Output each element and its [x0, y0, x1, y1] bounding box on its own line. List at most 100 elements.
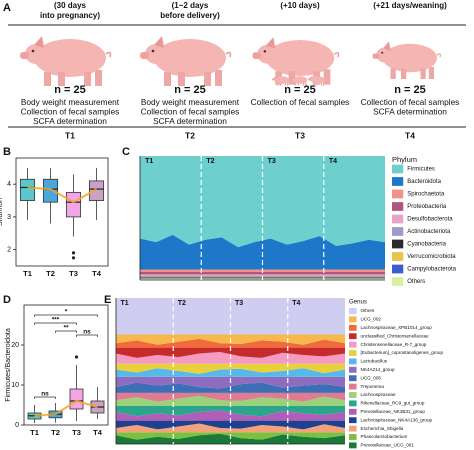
activity: SCFA determination: [153, 116, 227, 126]
y-axis-label: Shannon: [0, 198, 4, 226]
legend-swatch: [349, 366, 357, 373]
activity: Body weight measurement: [141, 97, 240, 107]
legend-swatch: [349, 400, 357, 407]
legend-label: Others: [407, 279, 425, 285]
legend-label: Phascolarctobacterium: [361, 434, 408, 439]
legend-label: Verrucomicrobiota: [407, 254, 456, 260]
legend-label: [Eubacterium]_coprostanoligenes_group: [361, 350, 444, 355]
legend-label: Treponema: [361, 384, 385, 389]
legend-swatch: [349, 417, 357, 424]
activity: SCFA determination: [373, 107, 447, 117]
x-tick-label: T4: [92, 269, 102, 278]
legend-label: NK4A214_group: [361, 367, 395, 372]
group-label: T3: [268, 158, 276, 165]
activity: Collection of fecal samples: [141, 107, 240, 117]
timepoint-label: T1: [65, 130, 75, 140]
legend-label: Escherichia_Shigella: [361, 426, 404, 431]
legend-swatch: [349, 375, 357, 382]
legend-label: Proteobacteria: [407, 204, 447, 210]
box: [88, 180, 105, 201]
bracket: [76, 334, 98, 337]
plot-frame: [23, 304, 109, 426]
bracket: [55, 330, 77, 333]
outlier: [74, 355, 79, 359]
legend-swatch: [392, 227, 404, 236]
x-tick-label: T3: [69, 269, 78, 278]
legend-label: unclassified_Christensenellaceae: [361, 333, 430, 338]
outlier: [71, 251, 76, 255]
legend-swatch: [392, 189, 404, 199]
legend-label: Campylobacterota: [407, 267, 456, 273]
timepoint-label: T4: [405, 130, 415, 140]
activity: Collection of fecal samples: [361, 97, 460, 107]
legend-swatch: [349, 392, 357, 398]
box: [42, 178, 59, 203]
time-label: before delivery): [160, 11, 220, 20]
panel-label: B: [3, 146, 11, 158]
group-label: T4: [292, 300, 300, 307]
panel-label: C: [122, 146, 130, 158]
sample-size: n = 25: [394, 84, 426, 96]
group-label: T3: [235, 300, 243, 307]
legend-swatch: [349, 333, 357, 340]
time-label: (30 days: [54, 1, 87, 10]
group-label: T2: [178, 300, 186, 307]
y-tick-label: 0: [15, 422, 19, 429]
x-tick-label: T3: [72, 428, 81, 437]
legend-swatch: [392, 252, 404, 261]
legend-label: Prevotellaceae_NK3B31_group: [361, 409, 426, 414]
significance: ***: [52, 317, 60, 324]
group-label: T2: [206, 158, 214, 165]
box: [19, 178, 36, 201]
legend-swatch: [392, 239, 404, 249]
legend-swatch: [349, 316, 357, 323]
x-tick-label: T2: [51, 428, 60, 437]
time-label: (+21 days/weaning): [373, 1, 447, 10]
legend-swatch: [349, 442, 357, 449]
significance: **: [63, 325, 69, 332]
bracket: [34, 322, 77, 325]
x-tick-label: T4: [93, 428, 103, 437]
legend-label: Others: [361, 308, 375, 313]
pig-icon: [19, 35, 112, 87]
box: [69, 388, 84, 410]
significance: *: [65, 309, 68, 316]
legend-swatch: [349, 383, 357, 390]
legend-label: Lactobacillus: [361, 359, 388, 364]
outlier: [71, 256, 76, 260]
activity: Collection of fecal samples: [251, 97, 350, 107]
activity: SCFA determination: [33, 116, 107, 126]
legend-swatch: [392, 264, 404, 274]
legend-swatch: [392, 214, 404, 224]
box: [65, 191, 82, 218]
activity: Body weight measurement: [21, 97, 120, 107]
timepoint-label: T3: [295, 130, 305, 140]
panel-label: A: [3, 2, 11, 14]
legend-swatch: [349, 350, 357, 356]
panel-label: D: [3, 294, 11, 306]
legend-label: Christensenellaceae_R-7_group: [361, 342, 427, 347]
legend-swatch: [392, 277, 404, 286]
legend-label: Spirochaetota: [407, 192, 445, 198]
activity: Collection of fecal samples: [21, 107, 120, 117]
trend-line: [34, 399, 98, 417]
time-label: (+10 days): [280, 1, 320, 10]
y-tick-label: 2: [7, 246, 11, 253]
legend-label: Desulfobacterota: [407, 217, 453, 223]
group-label: T4: [329, 158, 337, 165]
time-label: into pregnancy): [40, 11, 100, 20]
legend-label: UCG_002: [361, 317, 382, 322]
legend-swatch: [392, 164, 404, 174]
timepoint-label: T2: [185, 130, 195, 140]
group-label: T1: [145, 158, 153, 165]
legend-label: Prevotellaceae_UCG_001: [361, 443, 415, 448]
sample-size: n = 25: [284, 84, 316, 96]
bracket: [34, 314, 98, 317]
panel-a: A: [3, 2, 11, 14]
legend-label: Actinobacteriota: [407, 229, 451, 235]
y-axis-label: Firmicutes/Bacteroidota: [5, 328, 12, 402]
x-tick-label: T1: [23, 269, 32, 278]
panel-label: E: [104, 294, 111, 306]
legend-label: Lachnospiraceae_XPB1014_group: [361, 325, 433, 330]
